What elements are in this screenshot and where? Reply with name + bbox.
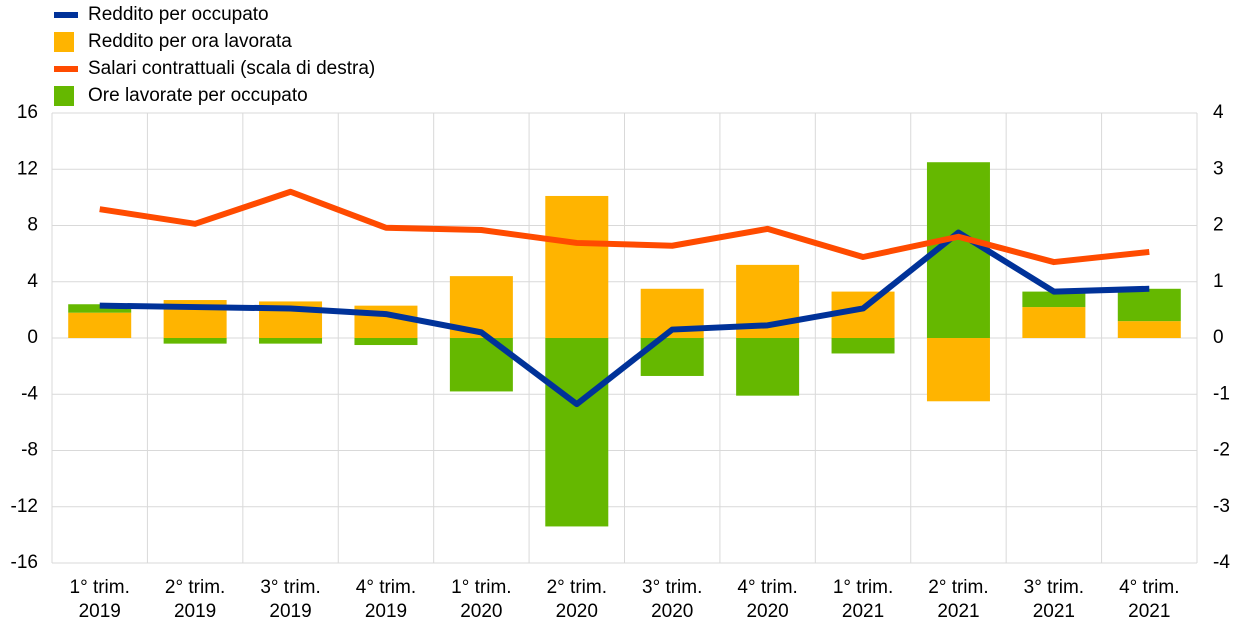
x-tick-label: 3° trim. 2019 xyxy=(260,577,320,622)
x-tick-label-line: 4° trim. xyxy=(1119,577,1179,598)
legend-swatch xyxy=(54,32,74,52)
x-tick-label-line: 2019 xyxy=(269,601,311,622)
bar xyxy=(163,338,227,344)
y-tick-label: -4 xyxy=(21,383,38,404)
x-tick-label-line: 3° trim. xyxy=(260,577,320,598)
y-tick-label: 4 xyxy=(27,271,38,292)
legend-label: Salari contrattuali (scala di destra) xyxy=(88,58,375,79)
y2-tick-label: -1 xyxy=(1213,383,1230,404)
x-tick-label: 4° trim. 2019 xyxy=(356,577,416,622)
bar xyxy=(354,338,418,346)
x-tick-label-line: 2019 xyxy=(365,601,407,622)
bar xyxy=(1022,307,1086,338)
x-tick-label-line: 1° trim. xyxy=(451,577,511,598)
bar xyxy=(1022,291,1086,308)
x-tick-label-line: 3° trim. xyxy=(1024,577,1084,598)
x-tick-label-line: 2021 xyxy=(842,601,884,622)
bar xyxy=(68,312,132,338)
legend-label: Reddito per occupato xyxy=(88,4,269,25)
x-tick-label-line: 2021 xyxy=(1033,601,1075,622)
bar xyxy=(1117,288,1181,322)
y2-tick-label: 4 xyxy=(1213,102,1224,123)
x-tick-label-line: 1° trim. xyxy=(70,577,130,598)
x-tick-label: 3° trim. 2021 xyxy=(1024,577,1084,622)
bar xyxy=(545,338,609,527)
y-tick-label: -8 xyxy=(21,440,38,461)
x-tick-label: 3° trim. 2020 xyxy=(642,577,702,622)
y2-tick-label: 3 xyxy=(1213,158,1224,179)
y2-tick-label: -2 xyxy=(1213,440,1230,461)
x-tick-label-line: 2020 xyxy=(556,601,598,622)
y2-tick-label: -3 xyxy=(1213,496,1230,517)
legend-label: Ore lavorate per occupato xyxy=(88,85,308,106)
x-tick-label: 2° trim. 2020 xyxy=(547,577,607,622)
x-tick-label: 2° trim. 2019 xyxy=(165,577,225,622)
y-tick-label: 8 xyxy=(27,215,38,236)
bar xyxy=(736,338,800,396)
x-tick-label: 1° trim. 2019 xyxy=(70,577,130,622)
x-tick-label: 4° trim. 2021 xyxy=(1119,577,1179,622)
y-tick-label: 16 xyxy=(17,102,38,123)
bar xyxy=(545,195,609,338)
y2-tick-label: 2 xyxy=(1213,215,1224,236)
x-tick-label-line: 2020 xyxy=(460,601,502,622)
x-tick-label-line: 2020 xyxy=(746,601,788,622)
bar xyxy=(831,338,895,354)
x-tick-label-line: 3° trim. xyxy=(642,577,702,598)
x-tick-label-line: 4° trim. xyxy=(356,577,416,598)
bar xyxy=(259,338,323,344)
x-tick-label-line: 2021 xyxy=(1128,601,1170,622)
y2-tick-label: 0 xyxy=(1213,327,1224,348)
y-tick-label: -16 xyxy=(11,552,38,573)
x-tick-label-line: 2021 xyxy=(937,601,979,622)
bar xyxy=(926,338,990,402)
bar xyxy=(1117,321,1181,338)
x-tick-label-line: 2019 xyxy=(79,601,121,622)
x-tick-label: 1° trim. 2021 xyxy=(833,577,893,622)
x-tick-label: 1° trim. 2020 xyxy=(451,577,511,622)
x-tick-label-line: 4° trim. xyxy=(737,577,797,598)
x-tick-label-line: 2° trim. xyxy=(928,577,988,598)
x-tick-label-line: 1° trim. xyxy=(833,577,893,598)
y-tick-label: -12 xyxy=(11,496,38,517)
x-tick-label-line: 2° trim. xyxy=(165,577,225,598)
y-tick-label: 12 xyxy=(17,158,38,179)
y-tick-label: 0 xyxy=(27,327,38,348)
y2-tick-label: 1 xyxy=(1213,271,1224,292)
x-tick-label-line: 2019 xyxy=(174,601,216,622)
x-tick-label: 4° trim. 2020 xyxy=(737,577,797,622)
x-tick-label: 2° trim. 2021 xyxy=(928,577,988,622)
x-tick-label-line: 2° trim. xyxy=(547,577,607,598)
legend-swatch xyxy=(54,86,74,106)
line xyxy=(99,188,1150,266)
y2-tick-label: -4 xyxy=(1213,552,1230,573)
x-tick-label-line: 2020 xyxy=(651,601,693,622)
legend-label: Reddito per ora lavorata xyxy=(88,31,292,52)
